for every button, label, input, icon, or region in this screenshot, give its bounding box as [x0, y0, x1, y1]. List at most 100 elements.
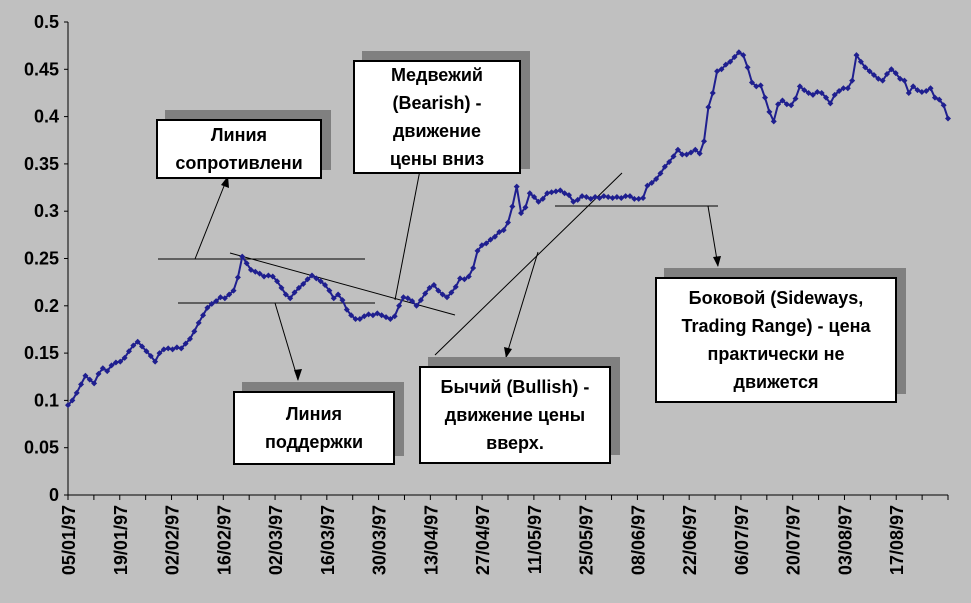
data-point	[200, 312, 207, 319]
data-point	[374, 310, 381, 317]
data-point	[687, 149, 694, 156]
data-point	[931, 94, 938, 101]
data-point	[818, 89, 825, 96]
data-point	[844, 85, 851, 92]
data-point	[831, 91, 838, 98]
x-tick-label: 25/05/97	[577, 505, 597, 575]
x-tick-label: 16/02/97	[214, 505, 234, 575]
data-point	[369, 312, 376, 319]
data-point	[134, 338, 141, 345]
data-point	[853, 52, 860, 59]
data-point	[609, 194, 616, 201]
data-point	[918, 89, 925, 96]
data-point	[282, 291, 289, 298]
data-point	[565, 192, 572, 199]
x-tick-label: 27/04/97	[473, 505, 493, 575]
data-point	[740, 52, 747, 59]
data-point	[522, 204, 529, 211]
y-tick-label: 0.25	[24, 249, 59, 269]
bearish-arrow	[394, 169, 421, 301]
data-point	[352, 316, 359, 323]
data-point	[570, 198, 577, 205]
data-point	[814, 89, 821, 96]
axes	[67, 22, 948, 496]
data-point	[888, 66, 895, 73]
data-point	[265, 272, 272, 279]
data-point	[356, 316, 363, 323]
data-point	[775, 101, 782, 108]
x-tick-label: 20/07/97	[784, 505, 804, 575]
data-point	[165, 345, 172, 352]
data-point	[112, 359, 119, 366]
data-point	[701, 138, 708, 145]
data-point	[631, 195, 638, 202]
data-point	[130, 342, 137, 349]
data-point	[435, 287, 442, 294]
data-point	[901, 77, 908, 84]
data-point	[670, 153, 677, 160]
y-tick-label: 0.2	[34, 296, 59, 316]
data-point	[592, 194, 599, 201]
data-point	[657, 170, 664, 177]
data-point	[805, 89, 812, 96]
data-point	[474, 247, 481, 254]
data-point	[99, 365, 106, 372]
data-point	[862, 64, 869, 71]
resistance-arrowhead	[221, 176, 229, 188]
data-point	[735, 49, 742, 56]
data-point	[714, 68, 721, 75]
x-tick-label: 11/05/97	[525, 505, 545, 574]
x-tick-label: 03/08/97	[835, 505, 855, 575]
x-tick-label: 05/01/97	[59, 505, 79, 575]
data-point	[256, 270, 263, 277]
data-point	[365, 311, 372, 318]
y-axis-ticks: 0 0.05 0.1 0.15 0.2 0.25 0.3 0.35 0.4 0.45 0.5	[24, 12, 68, 505]
data-point	[496, 229, 503, 236]
data-point	[178, 345, 185, 352]
data-point	[531, 194, 538, 201]
data-point	[796, 83, 803, 90]
bullish-arrowhead	[504, 347, 512, 358]
data-point	[387, 316, 394, 323]
data-point	[195, 319, 202, 326]
callout-resistance: Линия сопротивлени	[156, 119, 322, 179]
data-point	[343, 306, 350, 313]
data-point	[439, 291, 446, 298]
data-point	[897, 75, 904, 82]
data-point	[674, 146, 681, 153]
data-point	[213, 298, 220, 305]
data-point	[731, 54, 738, 61]
y-tick-label: 0.15	[24, 343, 59, 363]
data-point	[330, 295, 337, 302]
x-tick-label: 19/01/97	[111, 505, 131, 575]
data-point	[857, 58, 864, 65]
data-point	[875, 75, 882, 82]
data-point	[696, 150, 703, 157]
data-point	[313, 275, 320, 282]
data-point	[505, 219, 511, 226]
data-point	[361, 313, 368, 320]
data-point	[404, 295, 411, 302]
data-point	[317, 278, 324, 285]
data-point	[230, 287, 237, 294]
data-point	[430, 281, 437, 288]
data-point	[173, 344, 180, 351]
x-tick-label: 02/02/97	[163, 505, 183, 575]
data-point	[879, 77, 886, 84]
callout-bearish: Медвежий (Bearish) - движение цены вниз	[353, 60, 521, 174]
data-point	[322, 281, 329, 288]
data-point	[95, 370, 102, 377]
data-point	[823, 94, 830, 101]
data-point	[261, 273, 268, 280]
data-point	[239, 253, 246, 260]
data-point	[186, 335, 193, 342]
data-point	[457, 275, 464, 282]
data-point	[217, 294, 224, 301]
data-point	[500, 227, 507, 234]
data-point	[409, 298, 416, 305]
data-point	[139, 343, 146, 350]
sideways-arrowhead	[713, 256, 721, 267]
data-point	[252, 268, 259, 275]
data-point	[269, 273, 276, 280]
data-point	[444, 294, 451, 301]
